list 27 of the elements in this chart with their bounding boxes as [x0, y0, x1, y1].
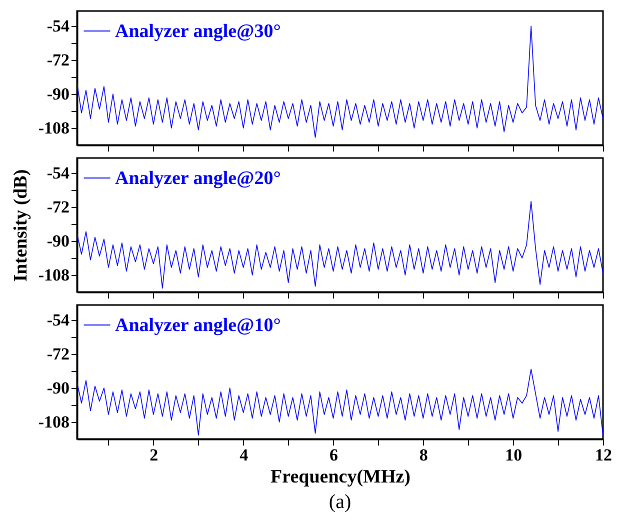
- y-tick-label: -108: [38, 266, 70, 285]
- y-tick-label: -90: [46, 378, 70, 398]
- x-axis-title: Frequency(MHz): [270, 466, 410, 488]
- x-tick-label: 10: [505, 446, 522, 464]
- y-tick-label: -72: [46, 198, 70, 217]
- y-tick-label: -108: [38, 118, 70, 138]
- y-tick-label: -54: [46, 164, 70, 183]
- legend-label: Analyzer angle@20°: [115, 168, 281, 189]
- y-axis-title: Intensity (dB): [10, 169, 32, 282]
- x-tick-label: 8: [419, 446, 428, 464]
- legend-label: Analyzer angle@10°: [115, 315, 281, 336]
- text: (a): [328, 491, 352, 513]
- y-tick-label: -54: [46, 310, 70, 330]
- legend-label: Analyzer angle@30°: [115, 21, 281, 42]
- line-series: [77, 26, 603, 138]
- line-series: [77, 201, 603, 289]
- y-tick-label: -54: [46, 16, 70, 36]
- y-tick-label: -90: [46, 84, 70, 104]
- y-tick-label: -108: [38, 412, 70, 432]
- y-tick-label: -90: [46, 232, 70, 251]
- y-tick-label: -72: [46, 344, 70, 364]
- x-tick-label: 2: [150, 446, 158, 464]
- x-tick-label: 4: [240, 446, 249, 464]
- x-tick-label: 6: [330, 446, 338, 464]
- line-series: [77, 368, 603, 436]
- x-tick-label: 12: [595, 446, 612, 464]
- y-tick-label: -72: [46, 50, 70, 70]
